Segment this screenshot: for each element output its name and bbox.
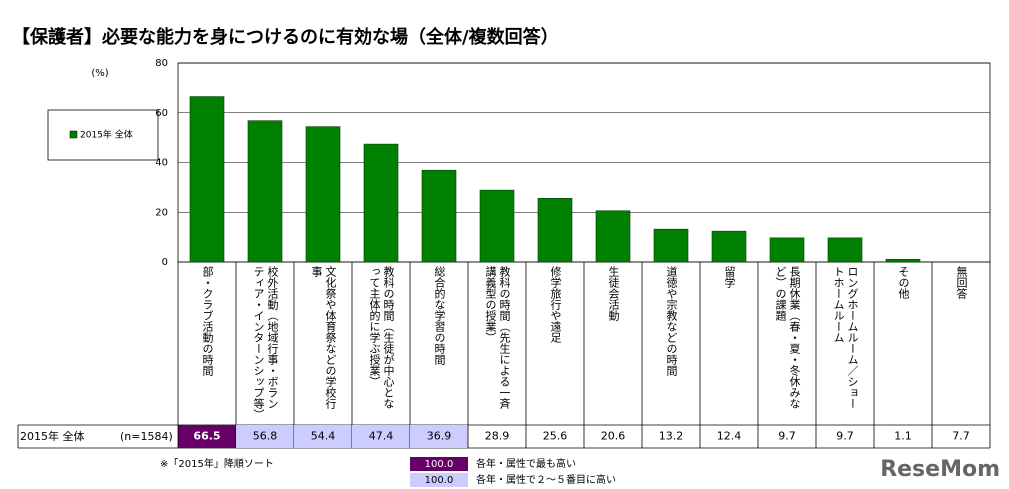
bar <box>247 120 283 263</box>
cell-highlight <box>236 425 294 448</box>
category-cell: 長期休業（春・夏・冬休みなど）の課題 <box>758 266 816 421</box>
x-tick-label: ロングホームルーム／ショートホームルーム <box>832 266 859 409</box>
x-tick-label: 教科の時間（生徒が中心となって主体的に学ぶ授業） <box>368 266 395 409</box>
x-tick-label: その他 <box>897 266 910 299</box>
legend-label: 2015年 全体 <box>80 129 133 141</box>
x-tick-label: 文化祭や体育祭などの学校行事 <box>310 266 337 409</box>
x-tick-label: 修学旅行や遠足 <box>549 266 562 343</box>
cell-value: 28.9 <box>485 430 510 443</box>
bar <box>421 169 457 263</box>
category-cell: 教科の時間（生徒が中心となって主体的に学ぶ授業） <box>352 266 410 421</box>
category-cell: 校外活動（地域行事・ボランティア・インターンシップ等） <box>236 266 294 421</box>
key-sample: 100.0 <box>425 459 454 470</box>
category-cell: その他 <box>874 266 932 421</box>
cell-value: 25.6 <box>543 430 568 443</box>
bar <box>595 210 631 263</box>
y-tick-label: 0 <box>162 257 168 268</box>
category-cell: 道徳や宗教などの時間 <box>642 266 700 421</box>
bar <box>653 228 689 263</box>
bar <box>711 230 747 263</box>
bar <box>363 143 399 263</box>
category-cell: 留学 <box>700 266 758 421</box>
x-tick-label: 校外活動（地域行事・ボランティア・インターンシップ等） <box>252 266 279 420</box>
watermark: ReseMom <box>880 457 1000 482</box>
key-sample: 100.0 <box>425 475 454 486</box>
cell-value: 1.1 <box>894 430 912 443</box>
x-tick-label: 道徳や宗教などの時間 <box>665 266 678 376</box>
bar <box>827 237 863 263</box>
cell-value: 20.6 <box>601 430 626 443</box>
cell-value: 54.4 <box>311 430 336 443</box>
x-tick-label: 無回答 <box>955 266 968 299</box>
y-tick-label: 40 <box>155 158 168 169</box>
category-cell: 総合的な学習の時間 <box>410 266 468 421</box>
cell-value: 7.7 <box>952 430 970 443</box>
y-tick-label: 60 <box>155 108 168 119</box>
x-tick-label: 長期休業（春・夏・冬休みなど）の課題 <box>774 266 801 409</box>
cell-value: 9.7 <box>836 430 854 443</box>
y-unit: (%) <box>91 68 108 79</box>
cell-value: 47.4 <box>369 430 394 443</box>
cell-highlight <box>294 425 352 448</box>
cell-highlight <box>352 425 410 448</box>
bar <box>189 96 225 263</box>
cell-highlight <box>178 425 236 448</box>
key-swatch <box>410 457 468 471</box>
y-tick-label: 80 <box>155 58 168 69</box>
cell-value: 9.7 <box>778 430 796 443</box>
category-cell: 生徒会活動 <box>584 266 642 421</box>
bar <box>479 189 515 263</box>
category-cell: 無回答 <box>932 266 990 421</box>
x-tick-label: 生徒会活動 <box>607 266 620 321</box>
category-cell: ロングホームルーム／ショートホームルーム <box>816 266 874 421</box>
x-tick-label: 部・クラブ活動の時間 <box>201 266 214 376</box>
chart-title: 【保護者】必要な能力を身につけるのに有効な場（全体/複数回答） <box>12 26 559 48</box>
row-label: 2015年 全体 <box>20 429 85 443</box>
legend-swatch <box>69 130 78 139</box>
x-tick-label: 教科の時間（先生による一斉講義型の授業） <box>484 266 511 409</box>
row-sample: (n=1584) <box>120 430 173 443</box>
category-cell: 修学旅行や遠足 <box>526 266 584 421</box>
cell-value: 13.2 <box>659 430 684 443</box>
footnote: ※「2015年」降順ソート <box>160 457 274 470</box>
cell-value: 12.4 <box>717 430 742 443</box>
cell-value: 36.9 <box>427 430 452 443</box>
cell-highlight <box>410 425 468 448</box>
key-text: 各年・属性で最も高い <box>476 457 576 470</box>
bar <box>769 237 805 263</box>
x-tick-label: 総合的な学習の時間 <box>433 266 446 365</box>
bar <box>305 126 341 263</box>
x-tick-label: 留学 <box>723 266 736 288</box>
legend-box <box>47 109 159 161</box>
cell-value: 56.8 <box>253 430 278 443</box>
key-swatch <box>410 473 468 487</box>
bar <box>537 198 573 263</box>
category-cell: 部・クラブ活動の時間 <box>178 266 236 421</box>
category-cell: 教科の時間（先生による一斉講義型の授業） <box>468 266 526 421</box>
y-tick-label: 20 <box>155 207 168 218</box>
category-cell: 文化祭や体育祭などの学校行事 <box>294 266 352 421</box>
bar <box>885 258 921 263</box>
key-text: 各年・属性で２～５番目に高い <box>476 473 616 486</box>
cell-value: 66.5 <box>193 430 220 443</box>
